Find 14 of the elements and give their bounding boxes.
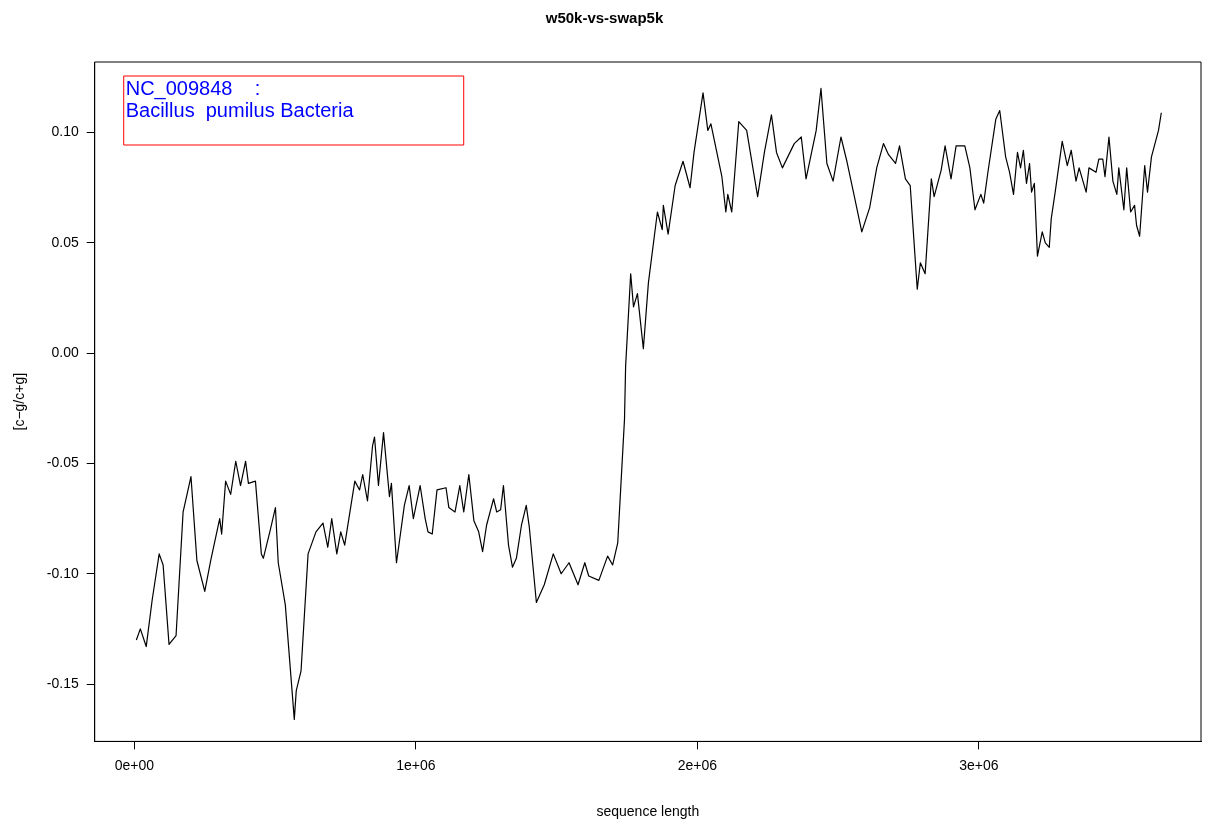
annotation: NC_009848 : (125, 76, 261, 100)
x-tick-label: 3e+06 (959, 756, 999, 773)
y-tick-label: -0.05 (46, 454, 79, 471)
y-tick-label: -0.15 (46, 674, 79, 691)
x-axis-title: sequence length (596, 803, 700, 820)
x-tick-label: 2e+06 (677, 756, 718, 773)
y-tick-label: 0.10 (51, 123, 79, 140)
x-tick-label: 1e+06 (396, 756, 436, 773)
x-tick-label: 0e+00 (114, 756, 155, 773)
y-tick-label: -0.10 (46, 564, 79, 581)
y-axis-title: [c−g/c+g] (11, 372, 28, 431)
chart-title: w50k-vs-swap5k (544, 9, 664, 27)
y-tick-label: 0.05 (51, 233, 79, 250)
y-tick-label: 0.00 (51, 344, 79, 361)
